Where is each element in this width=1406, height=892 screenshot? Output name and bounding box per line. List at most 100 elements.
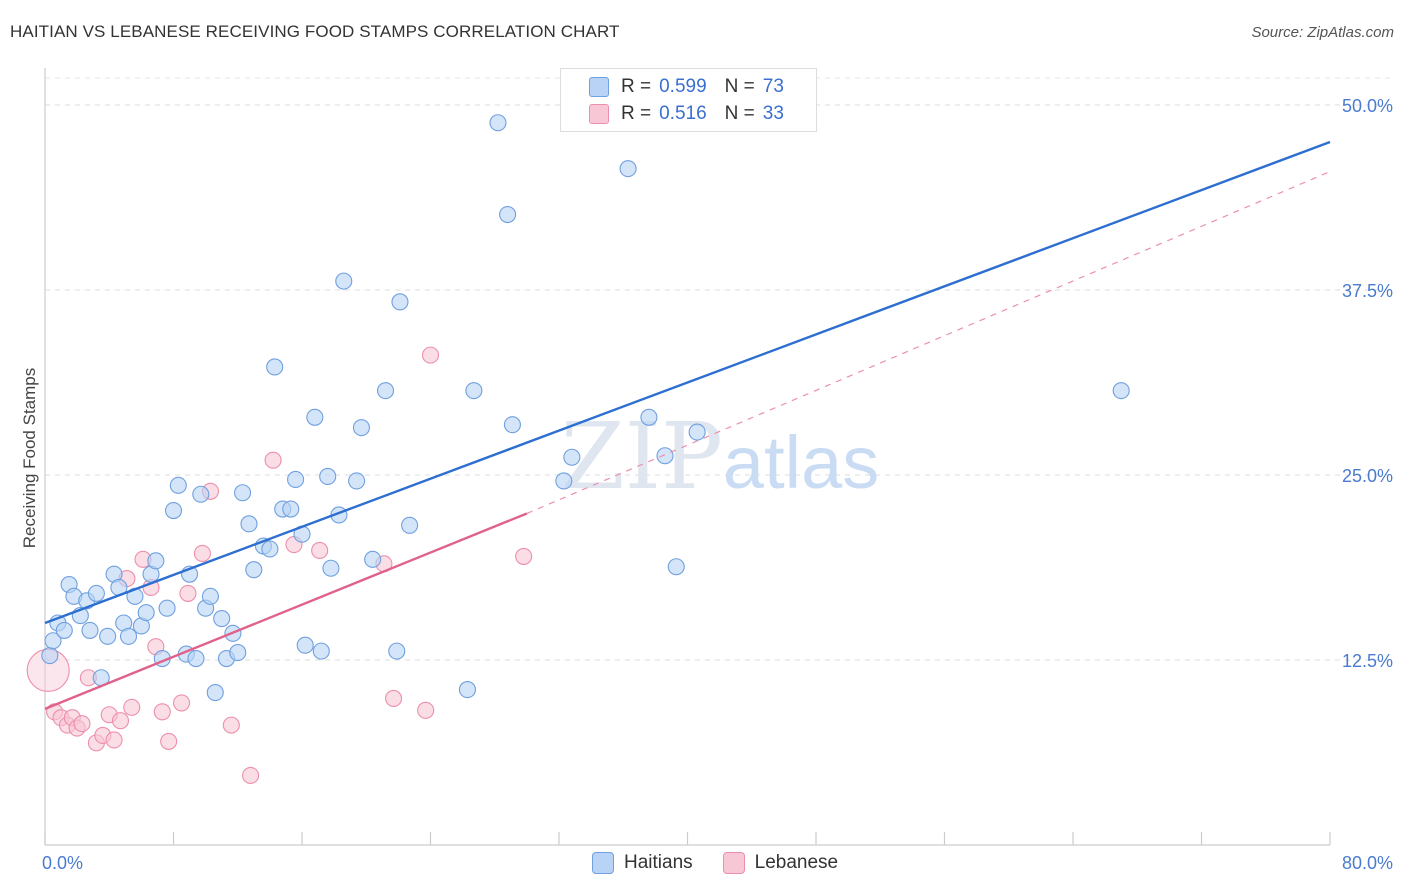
lebanese-trend-extension [526, 171, 1331, 515]
haitians-swatch [589, 77, 609, 97]
legend-item-lebanese: Lebanese [722, 852, 839, 874]
axes [44, 68, 1331, 846]
haitian-point [352, 419, 370, 437]
lebanese-r-value: 0.516 [659, 103, 707, 124]
trend-lines [44, 140, 1331, 710]
lebanese-point [179, 584, 197, 602]
haitians-legend-swatch [592, 852, 614, 874]
haitian-point [201, 587, 219, 605]
haitian-point [192, 485, 210, 503]
haitian-point [335, 272, 353, 290]
legend-r-label: R = [621, 76, 652, 97]
legend-n-label: N = [724, 103, 755, 124]
lebanese-point [385, 689, 403, 708]
legend-n-label: N = [724, 76, 755, 97]
haitian-point [499, 205, 517, 224]
haitian-point [240, 515, 258, 533]
haitian-point [266, 358, 284, 376]
haitian-point [688, 423, 706, 441]
lebanese-point [123, 698, 141, 716]
haitians-n-value: 73 [762, 76, 784, 97]
legend-r-label: R = [621, 103, 652, 124]
lebanese-point [153, 703, 171, 721]
x-tick-label-min: 0.0% [42, 853, 83, 873]
y-tick-label: 12.5% [1342, 651, 1393, 671]
watermark: ZIPatlas [561, 403, 879, 510]
haitian-point [388, 642, 406, 660]
lebanese-legend-label: Lebanese [754, 852, 839, 873]
legend-item-haitians: Haitians [592, 852, 693, 874]
haitian-point [458, 681, 476, 699]
haitian-point [656, 447, 674, 465]
haitian-point [164, 501, 183, 520]
lebanese-swatch [589, 104, 609, 124]
haitian-point [391, 293, 409, 311]
lebanese-point [160, 732, 178, 750]
y-tick-label: 25.0% [1342, 466, 1393, 486]
haitian-point [619, 160, 637, 178]
haitian-point [55, 621, 73, 639]
haitian-point [401, 516, 419, 534]
lebanese-trend-line [44, 512, 528, 710]
lebanese-point [193, 544, 211, 562]
haitian-point [234, 484, 252, 502]
lebanese-point [417, 701, 435, 719]
haitian-point [348, 472, 366, 490]
haitian-point [147, 552, 165, 570]
legend-row-lebanese: R = 0.516 N = 33 [589, 102, 784, 126]
haitians-r-value: 0.599 [659, 76, 707, 97]
haitian-point [41, 647, 59, 665]
series-legend: Haitians Lebanese [592, 852, 868, 874]
lebanese-point [105, 731, 123, 749]
haitian-point [555, 472, 573, 490]
haitian-point [99, 627, 117, 645]
haitian-point [287, 470, 305, 488]
lebanese-point [222, 716, 240, 734]
haitian-point [169, 476, 187, 494]
haitian-point [364, 550, 382, 568]
lebanese-n-value: 33 [762, 103, 784, 124]
haitian-point [503, 416, 521, 434]
haitian-point [322, 559, 340, 577]
haitian-point [158, 599, 176, 617]
lebanese-point [73, 715, 91, 733]
lebanese-point [111, 712, 130, 730]
y-tick-label: 37.5% [1342, 281, 1393, 301]
haitian-point [187, 649, 205, 668]
haitian-point [44, 632, 62, 650]
legend: R = 0.599 N = 73 R = 0.516 N = 33 [560, 68, 817, 132]
haitian-point [245, 561, 263, 579]
haitian-point [563, 448, 581, 466]
haitian-point [640, 408, 658, 426]
haitian-point [489, 114, 507, 132]
lebanese-point [264, 451, 282, 469]
y-tick-label: 50.0% [1342, 96, 1393, 116]
chart-title: HAITIAN VS LEBANESE RECEIVING FOOD STAMP… [10, 22, 620, 41]
lebanese-point [311, 541, 329, 560]
haitians-trend-line [44, 140, 1331, 625]
haitian-point [296, 636, 314, 654]
haitian-point [206, 684, 224, 702]
haitian-point [87, 584, 105, 602]
data-points [26, 114, 1130, 784]
haitian-point [376, 382, 395, 400]
haitian-point [213, 610, 231, 628]
haitian-point [261, 540, 279, 558]
haitian-point [312, 642, 330, 660]
haitian-point [137, 604, 155, 622]
lebanese-point [242, 766, 260, 784]
x-tick-label-max: 80.0% [1342, 853, 1393, 873]
haitian-point [81, 621, 99, 639]
haitian-point [119, 627, 138, 645]
lebanese-point [515, 547, 533, 565]
haitian-point [1112, 382, 1130, 400]
tick-labels: 12.5% 25.0% 37.5% 50.0% 0.0% 80.0% [42, 96, 1393, 873]
haitian-point [229, 644, 247, 662]
lebanese-point [172, 694, 191, 712]
haitian-point [282, 500, 300, 518]
haitian-point [667, 558, 685, 576]
watermark-atlas: atlas [723, 421, 879, 504]
haitian-point [306, 408, 324, 426]
lebanese-legend-swatch [722, 852, 745, 874]
